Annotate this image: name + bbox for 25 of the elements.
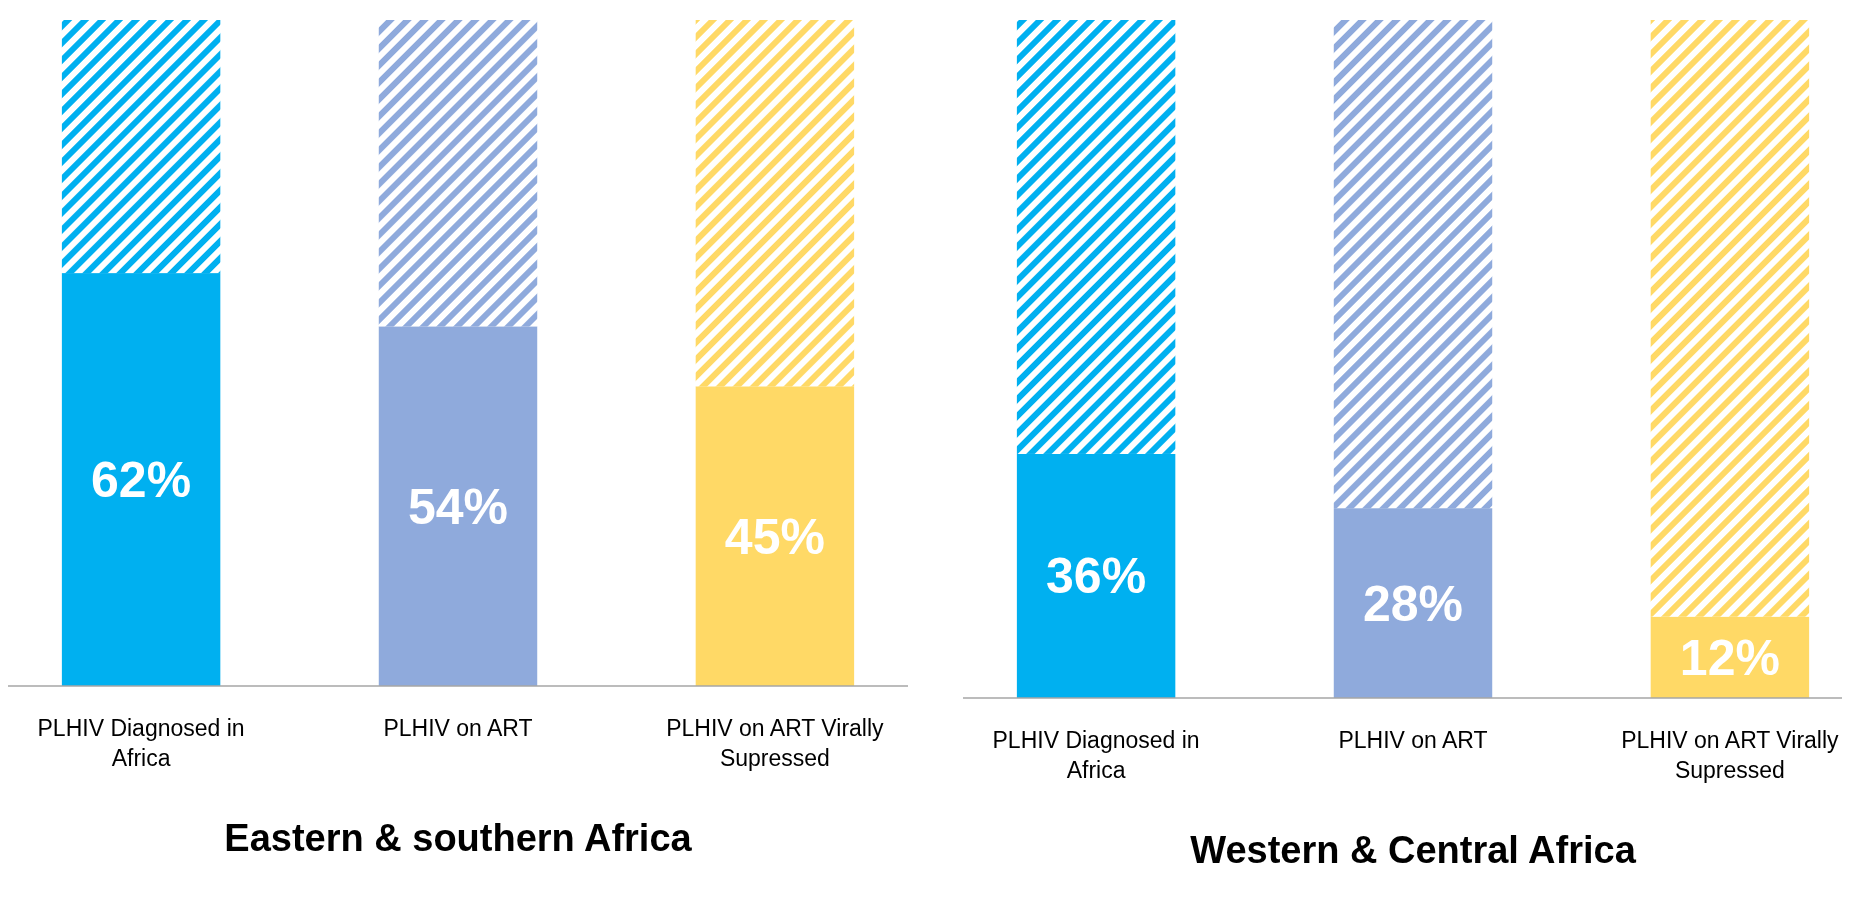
data-label: 45% <box>724 508 825 565</box>
bar <box>378 20 538 327</box>
category-label: PLHIV on ART Virally Supressed <box>666 715 884 771</box>
bar <box>695 386 855 686</box>
category-label: PLHIV on ART <box>1338 727 1488 753</box>
bar <box>61 20 221 274</box>
bar <box>378 326 538 686</box>
bar <box>61 273 221 686</box>
category-label: PLHIV on ART <box>383 715 533 741</box>
text: Eastern & southern Africa <box>224 817 693 859</box>
bar <box>1016 453 1176 698</box>
bar <box>1333 20 1493 509</box>
category-label: PLHIV Diagnosed in Africa <box>37 715 245 771</box>
category-label: PLHIV on ART Virally Supressed <box>1621 727 1839 783</box>
bar <box>1650 20 1810 617</box>
data-label: 28% <box>1362 575 1464 632</box>
category-label: PLHIV Diagnosed in Africa <box>992 727 1200 783</box>
data-label: 36% <box>1046 548 1147 605</box>
bar <box>1333 508 1493 698</box>
data-label: 62% <box>91 452 192 509</box>
data-label: 12% <box>1679 629 1780 686</box>
bar <box>695 20 855 387</box>
text: Western & Central Africa <box>1190 829 1637 871</box>
data-label: 54% <box>407 478 509 535</box>
bar <box>1016 20 1176 454</box>
